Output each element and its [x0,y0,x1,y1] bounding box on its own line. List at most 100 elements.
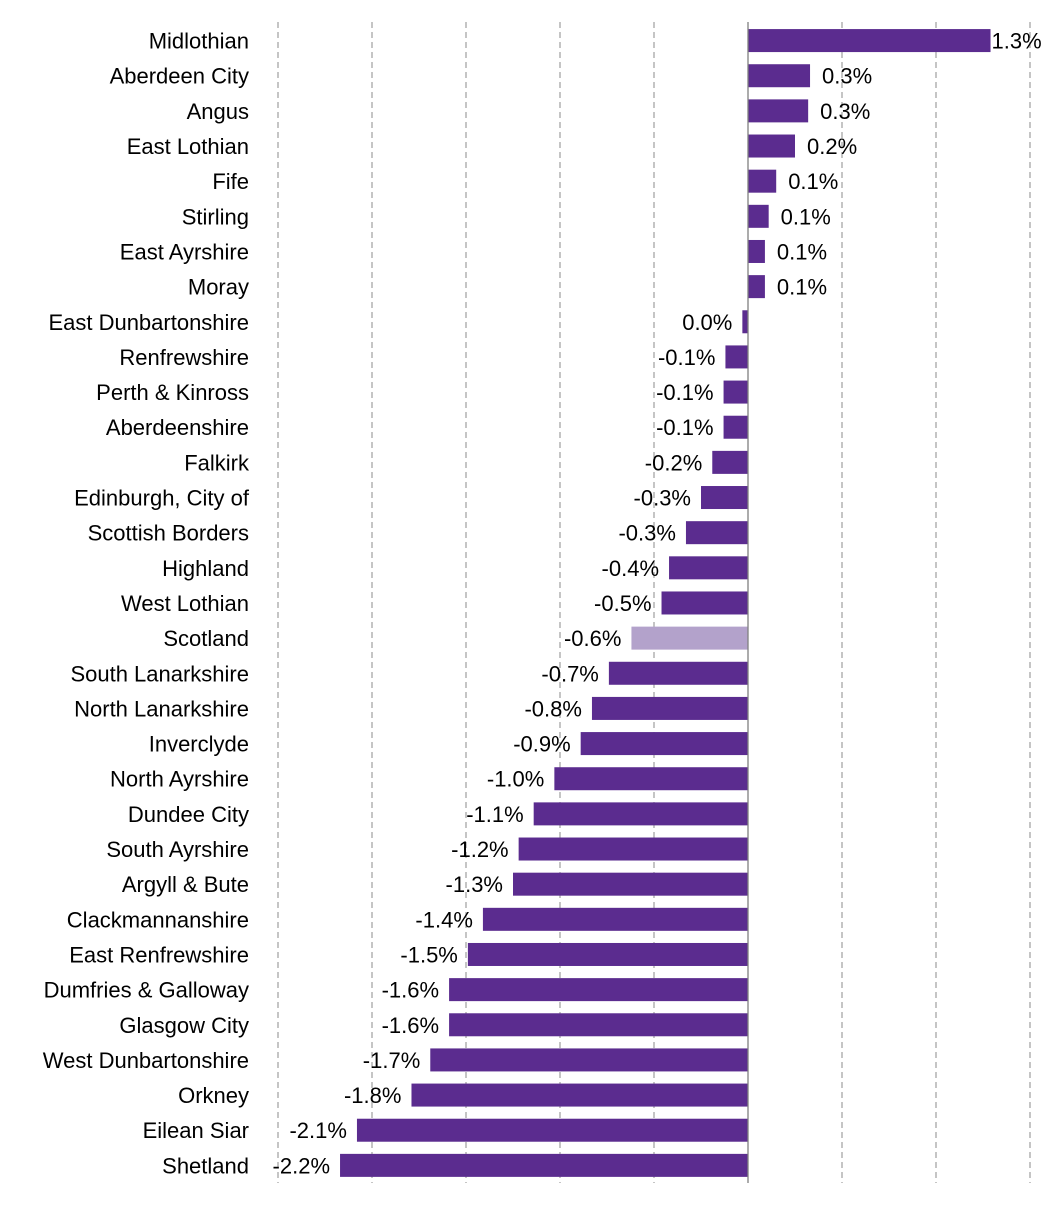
category-label: Edinburgh, City of [74,486,250,511]
category-label: East Dunbartonshire [48,310,249,335]
data-label: -1.5% [400,942,457,967]
data-label: -1.6% [382,978,439,1003]
data-label: -0.8% [524,696,581,721]
data-label: -2.2% [273,1153,330,1178]
bar [701,486,748,510]
category-label: Midlothian [149,29,249,54]
bar [467,942,748,966]
category-label: South Lanarkshire [70,661,249,686]
category-label: Fife [212,169,249,194]
bar [430,1048,748,1072]
bar [580,732,748,756]
data-label: -1.3% [446,872,503,897]
bar [748,64,811,88]
bar [411,1083,748,1107]
data-label: 0.2% [807,134,857,159]
bar [340,1153,748,1177]
bar [661,591,748,615]
category-label: Aberdeen City [110,64,249,89]
data-label: -0.4% [602,556,659,581]
bar [748,29,991,53]
bar [723,380,748,404]
data-label: -1.4% [415,907,472,932]
bar [631,626,748,650]
bar [356,1118,748,1142]
data-label: -1.0% [487,767,544,792]
data-label: -0.1% [656,415,713,440]
category-label: Falkirk [184,450,250,475]
data-label: -0.2% [645,450,702,475]
category-label: West Dunbartonshire [43,1048,249,1073]
bar [669,556,748,580]
gridlines [277,22,1031,1183]
data-label: -1.7% [363,1048,420,1073]
bar [449,978,748,1002]
bar [533,802,748,826]
category-label: Shetland [162,1153,249,1178]
bar [554,767,748,791]
category-label: Renfrewshire [119,345,249,370]
data-label: -0.1% [656,380,713,405]
data-label: 0.1% [781,204,831,229]
data-label: 1.3% [992,29,1042,54]
category-label: Inverclyde [149,732,249,757]
data-label: 0.1% [777,239,827,264]
bar [748,204,769,228]
bar [482,907,748,931]
data-label: 0.3% [820,99,870,124]
data-label: -2.1% [289,1118,346,1143]
bar [712,450,748,474]
data-label: -0.3% [618,521,675,546]
data-label: 0.1% [777,275,827,300]
data-label: -1.6% [382,1013,439,1038]
category-label: Highland [162,556,249,581]
bar [518,837,748,861]
category-label: East Lothian [127,134,249,159]
category-label: Angus [187,99,249,124]
category-label: Argyll & Bute [122,872,249,897]
bar [513,872,748,896]
bars [340,29,991,1177]
data-label: -0.7% [541,661,598,686]
category-label: Glasgow City [119,1013,249,1038]
data-label: -0.9% [513,732,570,757]
category-label: Perth & Kinross [96,380,249,405]
data-label: 0.3% [822,64,872,89]
category-label: East Renfrewshire [69,942,249,967]
category-label: South Ayrshire [106,837,249,862]
bar [748,99,809,123]
category-label: East Ayrshire [120,239,249,264]
bar [449,1013,748,1037]
bar [748,134,795,158]
labels: Midlothian 1.3% Aberdeen City 0.3% Angus 0.3%… [43,29,1042,1179]
bar [723,415,748,439]
category-label: North Ayrshire [110,767,249,792]
category-label: Stirling [182,204,249,229]
category-label: Orkney [178,1083,249,1108]
data-label: 0.0% [682,310,732,335]
data-label: -1.2% [451,837,508,862]
category-label: Moray [188,275,249,300]
category-label: Dundee City [128,802,249,827]
bar [742,310,748,334]
bar [608,661,748,685]
data-label: 0.1% [788,169,838,194]
category-label: West Lothian [121,591,249,616]
data-label: -0.1% [658,345,715,370]
category-label: Aberdeenshire [106,415,249,440]
bar [748,275,765,299]
category-label: Scotland [163,626,249,651]
bar [748,169,777,193]
category-label: Dumfries & Galloway [44,978,249,1003]
bar [748,239,765,263]
data-label: -1.1% [466,802,523,827]
bar [685,521,748,545]
bar [725,345,748,369]
data-label: -0.6% [564,626,621,651]
category-label: Clackmannanshire [67,907,249,932]
data-label: -0.3% [634,486,691,511]
data-label: -0.5% [594,591,651,616]
bar [591,696,748,720]
category-label: North Lanarkshire [74,696,249,721]
